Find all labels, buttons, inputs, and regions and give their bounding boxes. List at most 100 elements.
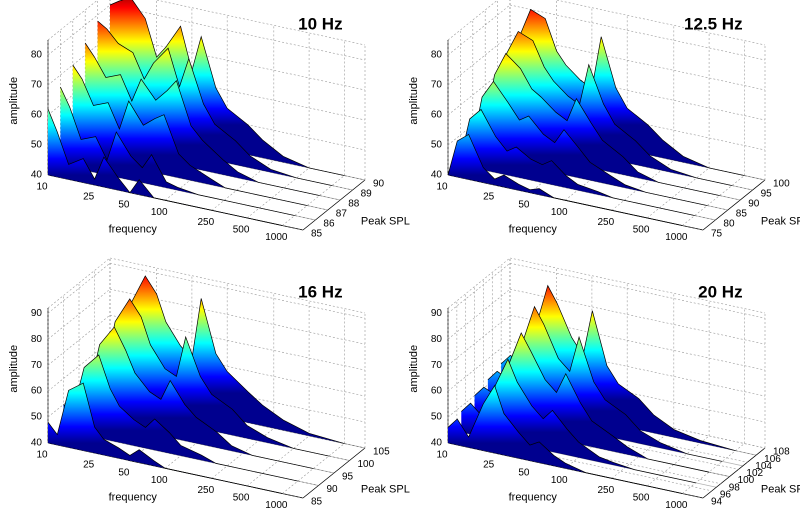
box-edge <box>154 0 366 46</box>
z-tick-label: 60 <box>31 386 43 397</box>
grid-line <box>246 167 310 219</box>
grid-line <box>509 262 766 319</box>
grid-line <box>164 418 228 469</box>
x-tick-label: 100 <box>151 207 168 218</box>
x-tick-label: 25 <box>483 192 495 203</box>
y-tick-label: 90 <box>373 179 385 190</box>
z-tick-label: 50 <box>31 412 43 423</box>
grid-line <box>211 428 275 479</box>
slice-line <box>47 382 283 494</box>
x-tick-label: 50 <box>518 467 530 478</box>
y-tick-label: 85 <box>736 209 748 220</box>
grid-line <box>509 94 766 151</box>
slice-line <box>472 80 708 206</box>
grid-line <box>646 167 710 219</box>
y-tick-label: 106 <box>764 454 781 465</box>
grid-line <box>682 443 745 494</box>
axis-line <box>302 179 366 231</box>
y-tick-label: 96 <box>720 489 732 500</box>
y-tick-label: 104 <box>755 461 772 472</box>
y-tick-label: 85 <box>311 497 323 508</box>
grid-line <box>47 340 111 392</box>
y-tick-label: 100 <box>358 459 375 470</box>
z-tick-label: 90 <box>431 308 443 319</box>
grid-line <box>456 435 712 492</box>
x-tick-label: 10 <box>436 450 448 461</box>
x-tick-label: 50 <box>518 199 530 210</box>
x-tick-label: 50 <box>118 467 130 478</box>
slice-line <box>484 52 720 196</box>
x-tick-label: 250 <box>597 485 614 496</box>
z-tick-label: 50 <box>431 412 443 423</box>
slice-area <box>461 359 696 483</box>
y-tick-label: 102 <box>746 468 763 479</box>
x-tick-label: 50 <box>118 199 130 210</box>
panel: 40 50 60 70 80 10 25 50 100 250 500 1000 85868788899… <box>8 0 410 243</box>
z-tick-label: 80 <box>31 50 43 61</box>
slice-area <box>63 355 298 482</box>
z-axis-label: amplitude <box>408 77 420 125</box>
y-axis-label: Peak SPL <box>361 483 410 495</box>
z-tick-label: 80 <box>431 334 443 345</box>
z-tick-label: 60 <box>431 110 443 121</box>
x-tick-label: 500 <box>233 225 250 236</box>
slice-area <box>48 383 283 494</box>
x-tick-label: 25 <box>83 192 95 203</box>
y-tick-label: 89 <box>361 189 373 200</box>
x-axis-label: frequency <box>509 224 558 236</box>
slice-base <box>47 442 304 499</box>
axis-line <box>702 179 766 231</box>
grid-line <box>164 150 228 201</box>
x-tick-label: 25 <box>483 460 495 471</box>
grid-line <box>447 64 511 116</box>
grid-line <box>109 392 366 449</box>
grid-line <box>109 340 366 397</box>
grid-line <box>564 418 628 469</box>
y-axis-label: Peak SPL <box>761 215 800 227</box>
z-tick-label: 50 <box>31 140 43 151</box>
grid-line <box>529 142 593 193</box>
grid-line <box>47 288 111 340</box>
z-tick-label: 90 <box>31 308 43 319</box>
y-tick-label: 90 <box>327 484 339 495</box>
y-tick-label: 100 <box>738 475 755 486</box>
grid-line <box>109 366 366 423</box>
y-tick-label: 80 <box>723 219 735 230</box>
grid-line <box>483 414 739 470</box>
grid-line <box>509 366 766 423</box>
x-tick-label: 100 <box>551 207 568 218</box>
grid-line <box>47 366 111 418</box>
grid-line <box>47 314 111 366</box>
grid-line <box>509 314 766 371</box>
y-tick-label: 95 <box>342 472 354 483</box>
grid-line <box>109 64 366 121</box>
grid-line <box>47 64 111 116</box>
y-tick-label: 88 <box>348 199 360 210</box>
slice-line <box>60 86 295 216</box>
slice-line <box>63 354 298 482</box>
z-tick-label: 40 <box>431 438 443 449</box>
y-tick-label: 98 <box>729 482 741 493</box>
slice-area <box>474 332 709 473</box>
slice-area <box>72 65 308 206</box>
slice-line <box>97 20 333 186</box>
chart-title: 16 Hz <box>298 282 342 301</box>
y-tick-label: 87 <box>336 209 348 220</box>
slice-line <box>78 326 314 469</box>
grid-line <box>509 4 766 61</box>
slice-line <box>109 0 345 176</box>
box-edge <box>447 257 511 309</box>
grid-line <box>646 435 710 487</box>
x-tick-label: 250 <box>597 217 614 228</box>
box-edge <box>47 0 99 41</box>
z-tick-label: 70 <box>31 360 43 371</box>
grid-line <box>682 175 745 226</box>
x-tick-label: 100 <box>151 475 168 486</box>
grid-line <box>564 150 628 201</box>
chart-title: 20 Hz <box>698 282 742 301</box>
x-tick-label: 500 <box>633 225 650 236</box>
y-tick-label: 105 <box>373 447 390 458</box>
grid-line <box>509 34 766 91</box>
x-tick-label: 25 <box>83 460 95 471</box>
